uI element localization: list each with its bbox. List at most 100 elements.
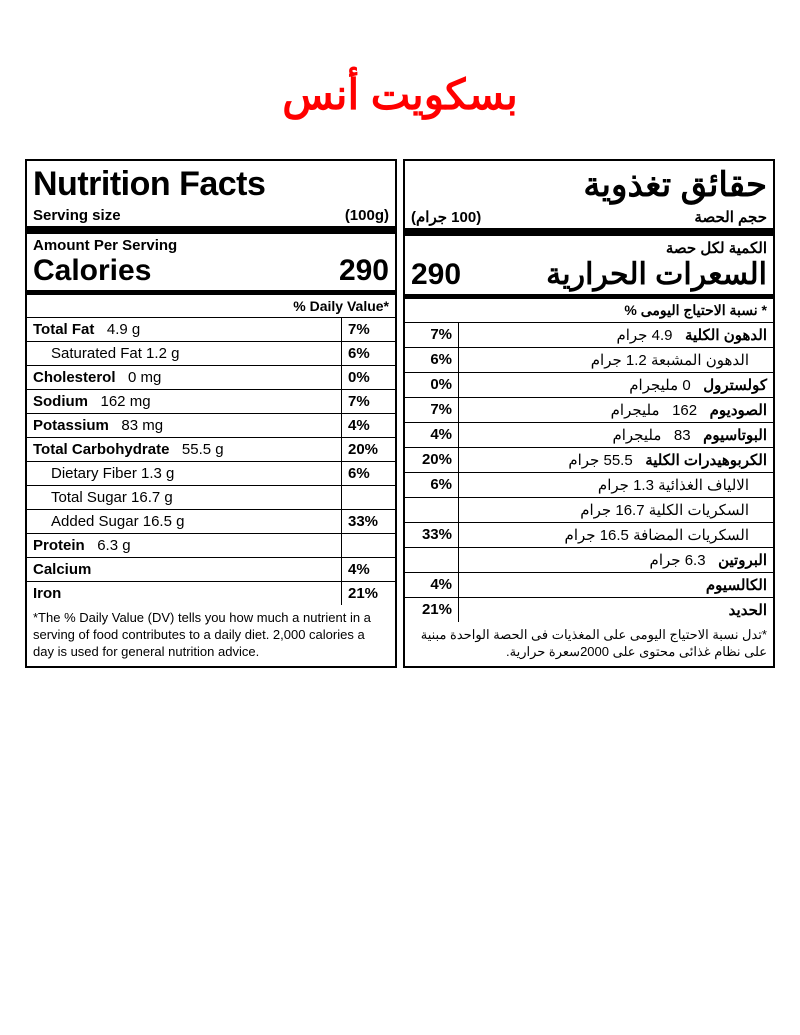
product-title: بسكويت أنس: [25, 70, 775, 119]
nutrition-panels: Nutrition Facts Serving size (100g) Amou…: [25, 159, 775, 668]
nutrient-main: Iron: [27, 582, 341, 605]
calories-row-ar: السعرات الحرارية 290: [405, 257, 773, 299]
nutrient-dv: 7%: [405, 323, 459, 347]
calories-label-en: Calories: [33, 254, 151, 288]
nutrient-label: كولسترول: [703, 377, 767, 394]
nutrient-label: Sodium: [33, 393, 88, 410]
nutrient-text: الالياف الغذائية 1.3 جرام: [598, 477, 749, 494]
nutrient-dv: 7%: [341, 318, 395, 341]
nutrient-main: Cholesterol 0 mg: [27, 366, 341, 389]
dv-header-ar: * نسبة الاحتياج اليومى %: [405, 299, 773, 323]
nutrient-row: Added Sugar 16.5 g 33%: [27, 510, 395, 534]
nutrient-label: البروتين: [718, 552, 767, 569]
nutrient-row: الصوديوم 162 مليجرام7%: [405, 398, 773, 423]
nutrient-text: الدهون المشبعة 1.2 جرام: [591, 352, 749, 369]
nutrient-dv: [341, 486, 395, 509]
nutrient-amount: 6.3 جرام: [650, 552, 719, 569]
nutrient-dv: 4%: [405, 423, 459, 447]
disclaimer-ar: *تدل نسبة الاحتياج اليومى على المغذيات ف…: [405, 622, 773, 666]
nutrient-row: Total Fat 4.9 g7%: [27, 318, 395, 342]
nutrient-amount: 6.3 g: [85, 537, 131, 554]
nutrient-main: الدهون الكلية 4.9 جرام: [459, 323, 773, 347]
nutrient-dv: 6%: [405, 348, 459, 372]
nutrient-rows-en: Total Fat 4.9 g7%Saturated Fat 1.2 g6%Ch…: [27, 318, 395, 605]
nutrient-row: Protein 6.3 g: [27, 534, 395, 558]
nutrient-main: السكريات المضافة 16.5 جرام: [459, 523, 773, 547]
nutrient-main: Saturated Fat 1.2 g: [27, 342, 341, 365]
nutrient-dv: 4%: [341, 414, 395, 437]
nutrient-label: الصوديوم: [710, 402, 767, 419]
nutrient-row: الدهون الكلية 4.9 جرام7%: [405, 323, 773, 348]
nutrient-dv: 33%: [405, 523, 459, 547]
nutrient-row: البوتاسيوم 83 مليجرام4%: [405, 423, 773, 448]
nutrient-main: Potassium 83 mg: [27, 414, 341, 437]
nutrient-main: Sodium 162 mg: [27, 390, 341, 413]
serving-value-en: (100g): [345, 207, 389, 224]
nutrient-row: Iron 21%: [27, 582, 395, 605]
nutrient-label: الدهون الكلية: [685, 327, 767, 344]
nutrient-amount: 162 مليجرام: [611, 402, 710, 419]
nutrient-label: Potassium: [33, 417, 109, 434]
nutrient-amount: 4.9 جرام: [616, 327, 685, 344]
nutrient-dv: 33%: [341, 510, 395, 533]
serving-label-en: Serving size: [33, 207, 121, 224]
nutrient-dv: [341, 534, 395, 557]
nutrient-main: الدهون المشبعة 1.2 جرام: [459, 348, 773, 372]
nutrient-text: السكريات الكلية 16.7 جرام: [580, 502, 749, 519]
disclaimer-en: *The % Daily Value (DV) tells you how mu…: [27, 605, 395, 666]
calories-value-en: 290: [339, 254, 389, 288]
serving-label-ar: حجم الحصة: [694, 208, 767, 226]
nutrient-dv: 6%: [405, 473, 459, 497]
nutrient-dv: [405, 548, 459, 572]
nutrient-row: Cholesterol 0 mg0%: [27, 366, 395, 390]
nutrient-amount: 0 mg: [116, 369, 162, 386]
nutrient-row: Sodium 162 mg7%: [27, 390, 395, 414]
nutrient-label: Total Carbohydrate: [33, 441, 169, 458]
nutrient-main: Total Carbohydrate 55.5 g: [27, 438, 341, 461]
nutrient-text: Total Sugar 16.7 g: [51, 489, 173, 506]
calories-label-ar: السعرات الحرارية: [546, 257, 767, 292]
serving-value-ar: (100 جرام): [411, 208, 481, 226]
nutrient-main: Total Sugar 16.7 g: [27, 486, 341, 509]
panel-english: Nutrition Facts Serving size (100g) Amou…: [25, 159, 397, 668]
nutrient-row: الكربوهيدرات الكلية 55.5 جرام20%: [405, 448, 773, 473]
nutrient-row: السكريات المضافة 16.5 جرام33%: [405, 523, 773, 548]
nutrient-row: الكالسيوم4%: [405, 573, 773, 598]
nutrient-dv: 21%: [341, 582, 395, 605]
nutrient-dv: 20%: [341, 438, 395, 461]
nutrient-row: البروتين 6.3 جرام: [405, 548, 773, 573]
nutrient-row: Dietary Fiber 1.3 g6%: [27, 462, 395, 486]
nutrient-dv: 6%: [341, 462, 395, 485]
nutrient-dv: 0%: [341, 366, 395, 389]
nutrient-row: Potassium 83 mg4%: [27, 414, 395, 438]
panel-title-en: Nutrition Facts: [27, 161, 395, 206]
nutrient-main: الصوديوم 162 مليجرام: [459, 398, 773, 422]
amount-per-serving-ar: الكمية لكل حصة: [405, 236, 773, 257]
nutrient-label: الكربوهيدرات الكلية: [645, 452, 767, 469]
nutrient-text: Added Sugar 16.5 g: [51, 513, 184, 530]
nutrient-dv: 20%: [405, 448, 459, 472]
nutrient-main: كولسترول 0 مليجرام: [459, 373, 773, 397]
nutrient-main: البروتين 6.3 جرام: [459, 548, 773, 572]
nutrient-row: الالياف الغذائية 1.3 جرام 6%: [405, 473, 773, 498]
calories-row-en: Calories 290: [27, 254, 395, 295]
nutrient-label: الكالسيوم: [706, 577, 767, 594]
nutrient-dv: 7%: [341, 390, 395, 413]
serving-row-ar: حجم الحصة (100 جرام): [405, 207, 773, 236]
nutrient-main: Added Sugar 16.5 g: [27, 510, 341, 533]
nutrient-main: الكربوهيدرات الكلية 55.5 جرام: [459, 448, 773, 472]
amount-per-serving-en: Amount Per Serving: [27, 234, 395, 254]
nutrient-text: Saturated Fat 1.2 g: [51, 345, 179, 362]
nutrient-row: Total Carbohydrate 55.5 g20%: [27, 438, 395, 462]
nutrient-row: السكريات الكلية 16.7 جرام: [405, 498, 773, 523]
nutrient-main: البوتاسيوم 83 مليجرام: [459, 423, 773, 447]
nutrient-main: السكريات الكلية 16.7 جرام: [459, 498, 773, 522]
nutrient-label: Iron: [33, 585, 61, 602]
dv-header-en: % Daily Value*: [27, 295, 395, 318]
nutrient-main: Total Fat 4.9 g: [27, 318, 341, 341]
nutrient-label: البوتاسيوم: [703, 427, 767, 444]
nutrient-main: Calcium: [27, 558, 341, 581]
nutrient-row: الدهون المشبعة 1.2 جرام 6%: [405, 348, 773, 373]
nutrient-dv: 6%: [341, 342, 395, 365]
panel-title-ar: حقائق تغذوية: [405, 161, 773, 207]
